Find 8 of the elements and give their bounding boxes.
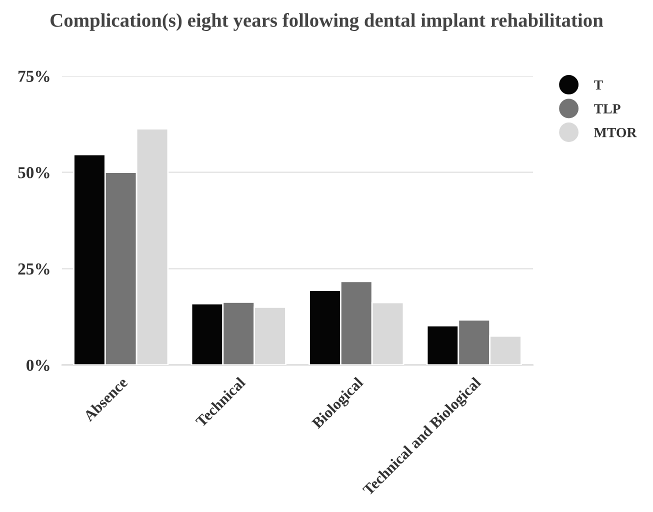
legend-label: MTOR xyxy=(594,128,637,138)
y-tick-label: 50% xyxy=(18,167,50,178)
chart-title: Complication(s) eight years following dental implant rehabilitation xyxy=(50,13,604,31)
y-tick-label: 25% xyxy=(18,263,50,275)
legend-label: TLP xyxy=(594,104,620,114)
y-tick-label: 0% xyxy=(26,360,50,371)
legend-label: T xyxy=(594,80,603,90)
y-tick-label: 75% xyxy=(18,70,50,82)
